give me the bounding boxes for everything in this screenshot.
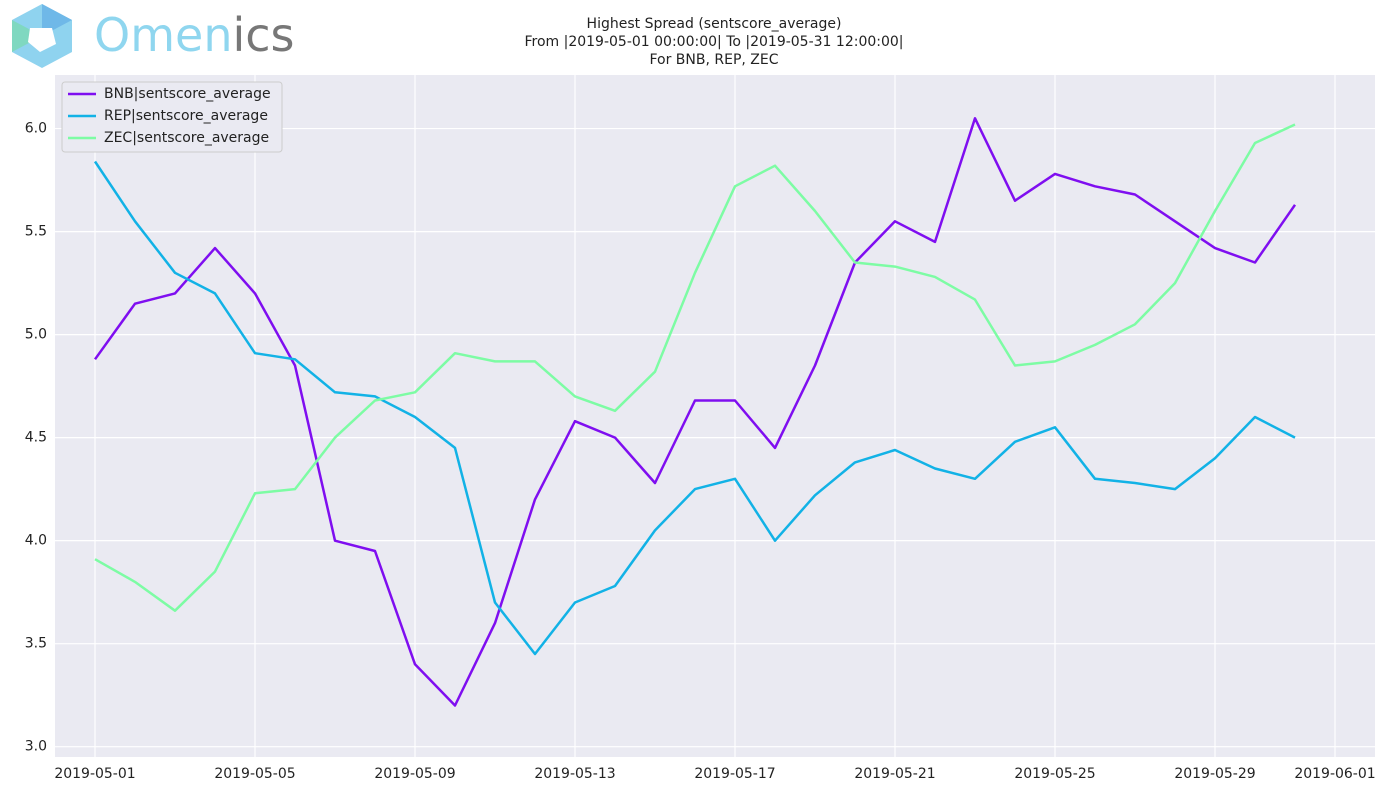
legend: BNB|sentscore_average REP|sentscore_avera… — [61, 81, 283, 153]
x-tick-label: 2019-05-21 — [854, 766, 935, 782]
line-series — [94, 123, 1296, 612]
x-tick-label: 2019-05-29 — [1174, 766, 1255, 782]
legend-label: BNB|sentscore_average — [104, 86, 271, 102]
y-tick-label: 6.0 — [25, 121, 47, 137]
plot-area — [55, 75, 1375, 757]
x-tick-label: 2019-05-13 — [534, 766, 615, 782]
legend-label: ZEC|sentscore_average — [104, 130, 269, 146]
y-tick-label: 4.5 — [25, 430, 47, 446]
y-tick-label: 4.0 — [25, 533, 47, 549]
y-tick-label: 3.0 — [25, 739, 47, 755]
x-tick-label: 2019-05-05 — [214, 766, 295, 782]
x-tick-label: 2019-05-09 — [374, 766, 455, 782]
y-tick-label: 3.5 — [25, 636, 47, 652]
y-tick-label: 5.5 — [25, 224, 47, 240]
logo: Omenics — [12, 4, 295, 68]
logo-facet — [28, 28, 56, 52]
logo-main: Omen — [94, 8, 232, 62]
x-tick-label: 2019-05-25 — [1014, 766, 1095, 782]
x-tick-label: 2019-05-17 — [694, 766, 775, 782]
logo-text: Omenics — [94, 8, 295, 62]
x-tick-label: 2019-05-01 — [54, 766, 135, 782]
chart-subtitle: From |2019-05-01 00:00:00| To |2019-05-3… — [524, 34, 903, 50]
chart-title: Highest Spread (sentscore_average) — [587, 16, 842, 32]
chart-subtitle: For BNB, REP, ZEC — [649, 52, 778, 68]
y-tick-label: 5.0 — [25, 327, 47, 343]
line-series — [93, 160, 1296, 656]
x-tick-label: 2019-06-01 — [1294, 766, 1375, 782]
legend-box — [61, 81, 283, 153]
logo-rest: ics — [232, 8, 294, 62]
legend-label: REP|sentscore_average — [104, 108, 268, 124]
line-series — [93, 117, 1297, 707]
logo-facet — [12, 20, 42, 52]
